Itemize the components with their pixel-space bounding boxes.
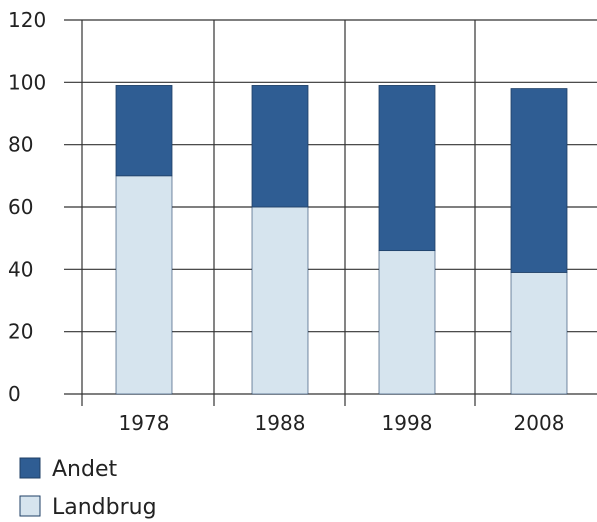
x-axis: 1978 1988 1998 2008 (119, 411, 565, 435)
y-tick-label-60: 60 (8, 195, 33, 219)
legend-label-andet: Andet (52, 457, 117, 482)
y-tick-label-40: 40 (8, 257, 33, 281)
legend-swatch-landbrug (19, 495, 41, 517)
y-tick-label-20: 20 (8, 320, 33, 344)
y-axis: 0 20 40 60 80 100 120 (8, 8, 46, 406)
y-tick-label-80: 80 (8, 133, 33, 157)
legend-label-landbrug: Landbrug (52, 495, 157, 520)
y-tick-label-100: 100 (8, 70, 46, 94)
y-tick-label-0: 0 (8, 382, 21, 406)
bar-andet-1998 (378, 85, 436, 252)
bar-andet-2008 (510, 88, 568, 273)
x-tick-label-2008: 2008 (514, 411, 565, 435)
legend: Andet Landbrug (19, 457, 157, 520)
bar-andet-1978 (115, 85, 173, 177)
x-tick-label-1988: 1988 (255, 411, 306, 435)
x-tick-label-1998: 1998 (382, 411, 433, 435)
bar-landbrug-1998 (378, 250, 436, 395)
bar-landbrug-2008 (510, 272, 568, 395)
bar-landbrug-1988 (251, 206, 309, 395)
x-tick-label-1978: 1978 (119, 411, 170, 435)
y-tick-label-120: 120 (8, 8, 46, 32)
bar-landbrug-1978 (115, 175, 173, 395)
legend-swatch-andet (19, 457, 41, 479)
bar-andet-1988 (251, 85, 309, 208)
bar-area (115, 85, 568, 395)
